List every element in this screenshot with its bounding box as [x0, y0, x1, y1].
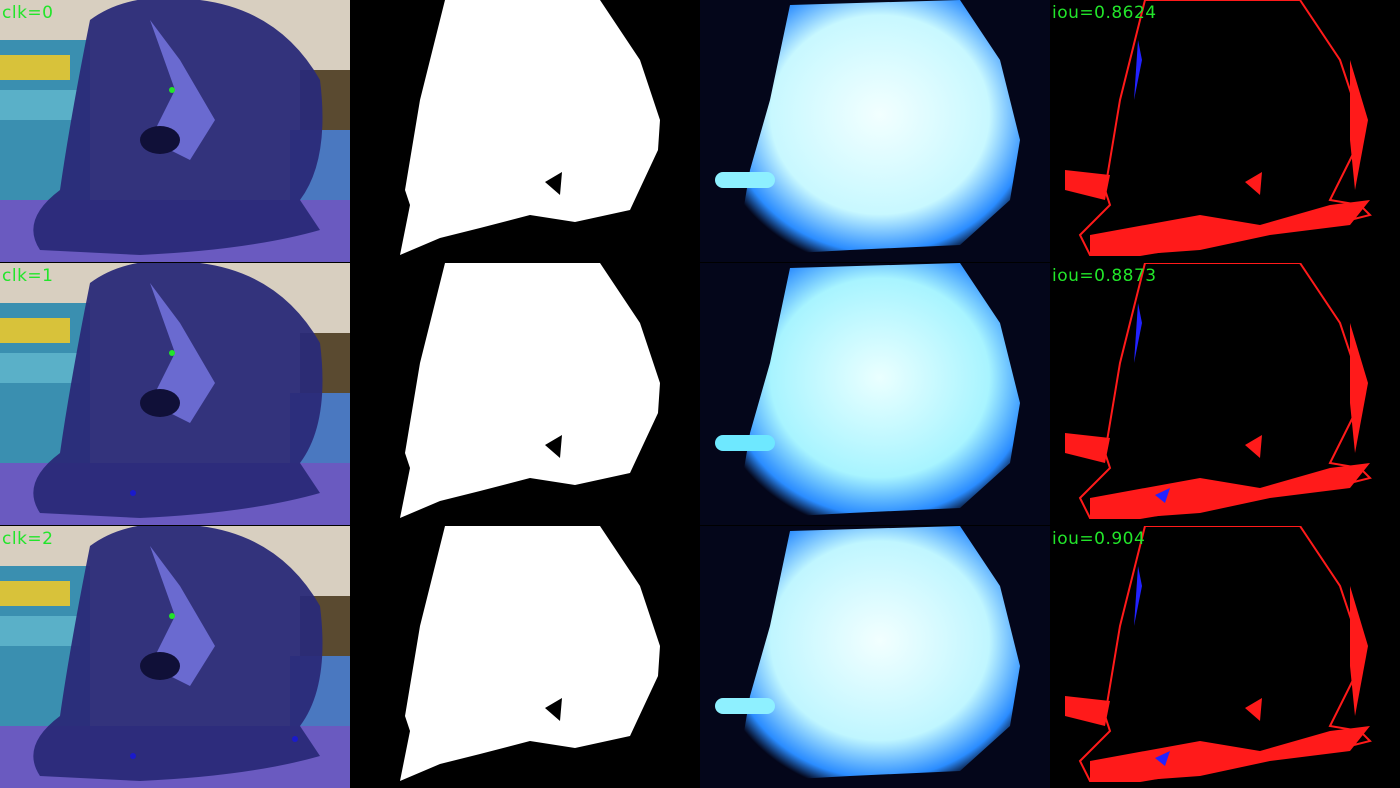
- probability-map: [715, 263, 1020, 518]
- click-count-label: clk=1: [2, 266, 54, 286]
- click-count-label: clk=2: [2, 529, 54, 549]
- prob-cell-row1: [700, 263, 1050, 525]
- iou-label: iou=0.8624: [1052, 3, 1157, 23]
- error-map: [1065, 0, 1372, 256]
- probability-map: [715, 526, 1020, 781]
- prob-cell-row2: [700, 526, 1050, 788]
- image-cell-row0: clk=0: [0, 0, 350, 262]
- negative-click-marker: [130, 753, 136, 759]
- negative-click-marker: [292, 736, 298, 742]
- mask-cell-row1: [350, 263, 700, 525]
- predicted-mask: [400, 0, 660, 255]
- predicted-mask: [400, 526, 660, 781]
- iou-label: iou=0.8873: [1052, 266, 1157, 286]
- dog-overlay-image: [0, 526, 350, 788]
- image-cell-row1: clk=1: [0, 263, 350, 525]
- predicted-mask: [400, 263, 660, 518]
- prob-cell-row0: [700, 0, 1050, 262]
- positive-click-marker: [169, 350, 175, 356]
- error-cell-row0: iou=0.8624: [1050, 0, 1400, 262]
- mask-cell-row2: [350, 526, 700, 788]
- dog-overlay-image: [0, 0, 350, 262]
- image-cell-row2: clk=2: [0, 526, 350, 788]
- click-count-label: clk=0: [2, 3, 54, 23]
- mask-cell-row0: [350, 0, 700, 262]
- dog-overlay-image: [0, 263, 350, 525]
- probability-map: [715, 0, 1020, 255]
- error-map: [1065, 526, 1372, 782]
- positive-click-marker: [169, 87, 175, 93]
- negative-click-marker: [130, 490, 136, 496]
- iou-label: iou=0.904: [1052, 529, 1146, 549]
- error-cell-row2: iou=0.904: [1050, 526, 1400, 788]
- error-map: [1065, 263, 1372, 519]
- error-cell-row1: iou=0.8873: [1050, 263, 1400, 525]
- positive-click-marker: [169, 613, 175, 619]
